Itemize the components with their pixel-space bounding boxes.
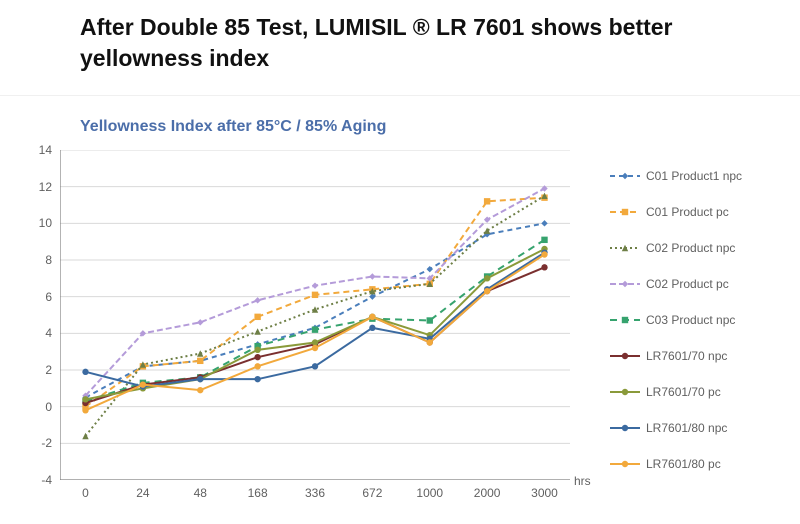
legend-swatch (610, 349, 640, 363)
y-tick-label: -2 (41, 436, 52, 450)
y-tick-label: 4 (45, 326, 52, 340)
y-tick-label: 2 (45, 363, 52, 377)
y-tick-label: -4 (41, 473, 52, 487)
y-tick-label: 14 (39, 143, 52, 157)
legend-swatch (610, 205, 640, 219)
legend-item: C02 Product npc (610, 237, 742, 259)
x-axis-unit: hrs (574, 474, 591, 488)
legend-label: C02 Product npc (646, 241, 735, 255)
legend-swatch (610, 421, 640, 435)
legend-label: LR7601/70 npc (646, 349, 727, 363)
legend-item: C01 Product pc (610, 201, 742, 223)
legend-item: LR7601/70 pc (610, 381, 742, 403)
legend-item: C01 Product1 npc (610, 165, 742, 187)
legend-label: C01 Product1 npc (646, 169, 742, 183)
legend-label: LR7601/80 npc (646, 421, 727, 435)
y-tick-label: 8 (45, 253, 52, 267)
x-tick-label: 48 (194, 486, 207, 500)
legend-swatch (610, 385, 640, 399)
legend-swatch (610, 241, 640, 255)
x-tick-label: 2000 (474, 486, 501, 500)
legend-label: C03 Product npc (646, 313, 735, 327)
divider (0, 95, 800, 96)
legend-label: LR7601/80 pc (646, 457, 721, 471)
page-title: After Double 85 Test, LUMISIL ® LR 7601 … (80, 12, 720, 74)
legend-swatch (610, 277, 640, 291)
y-tick-label: 0 (45, 400, 52, 414)
x-tick-label: 24 (136, 486, 149, 500)
legend-swatch (610, 457, 640, 471)
y-tick-label: 12 (39, 180, 52, 194)
x-tick-label: 336 (305, 486, 325, 500)
x-tick-label: 672 (362, 486, 382, 500)
legend-item: LR7601/70 npc (610, 345, 742, 367)
legend-item: C02 Product pc (610, 273, 742, 295)
legend-item: C03 Product npc (610, 309, 742, 331)
legend-label: LR7601/70 pc (646, 385, 721, 399)
chart-plot-svg (60, 150, 570, 480)
x-tick-label: 0 (82, 486, 89, 500)
yellowness-chart: -4-2024681012140244816833667210002000300… (60, 150, 570, 480)
legend-item: LR7601/80 npc (610, 417, 742, 439)
x-tick-label: 3000 (531, 486, 558, 500)
legend-swatch (610, 169, 640, 183)
x-tick-label: 168 (248, 486, 268, 500)
legend-item: LR7601/80 pc (610, 453, 742, 475)
y-tick-label: 6 (45, 290, 52, 304)
legend-label: C01 Product pc (646, 205, 729, 219)
legend-swatch (610, 313, 640, 327)
x-tick-label: 1000 (416, 486, 443, 500)
y-tick-label: 10 (39, 216, 52, 230)
chart-legend: C01 Product1 npc C01 Product pc C02 Prod… (610, 165, 742, 489)
chart-subtitle: Yellowness Index after 85°C / 85% Aging (80, 118, 386, 136)
legend-label: C02 Product pc (646, 277, 729, 291)
